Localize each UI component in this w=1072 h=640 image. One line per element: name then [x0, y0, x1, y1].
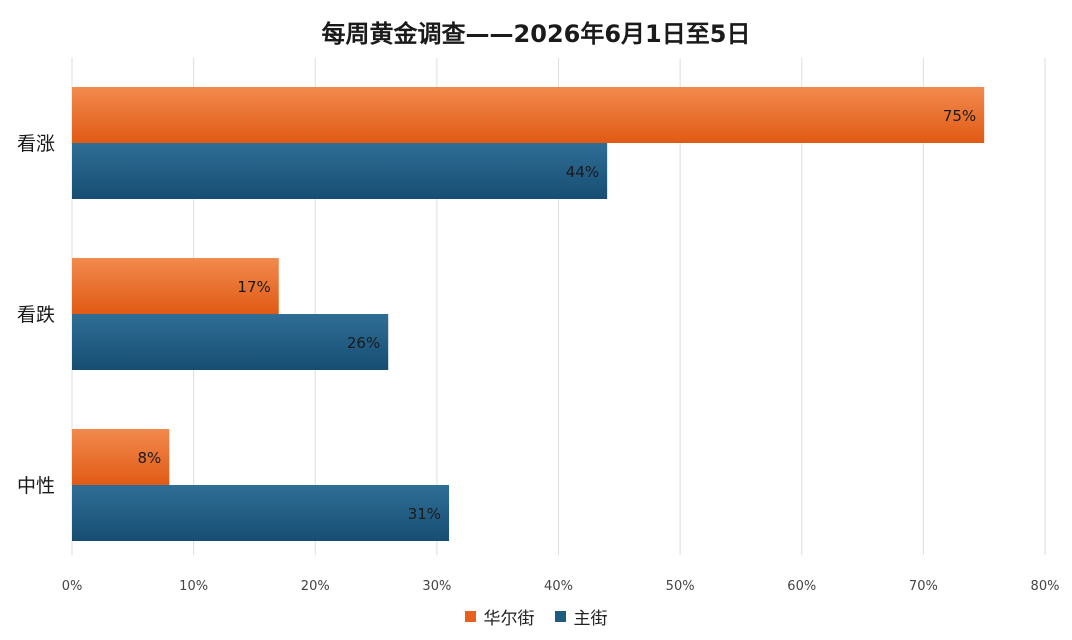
bar-data-label: 26%	[347, 334, 380, 352]
legend-label: 主街	[573, 609, 608, 629]
x-tick-label: 60%	[787, 579, 816, 594]
legend-swatch	[554, 611, 566, 622]
bar-data-label: 8%	[138, 449, 162, 467]
legend-item-wall-street: 华尔街	[464, 604, 535, 629]
legend: 华尔街 主街	[0, 604, 1072, 629]
legend-label: 华尔街	[483, 609, 535, 629]
x-tick-label: 40%	[544, 579, 573, 594]
chart-title: 每周黄金调查——2026年6月1日至5日	[321, 20, 751, 48]
bar-wall-street	[72, 258, 279, 314]
x-tick-label: 20%	[301, 579, 330, 594]
bar-data-label: 17%	[237, 278, 270, 296]
category-label: 看跌	[17, 304, 55, 326]
category-label: 中性	[17, 475, 55, 497]
category-label: 看涨	[17, 133, 55, 155]
x-tick-label: 70%	[909, 579, 938, 594]
bar-data-label: 44%	[566, 163, 599, 181]
bar-data-label: 31%	[408, 505, 441, 523]
bar-wall-street	[72, 429, 170, 485]
bar-main-street	[72, 485, 450, 541]
x-tick-label: 30%	[422, 579, 451, 594]
bar-main-street	[72, 143, 608, 199]
x-tick-label: 0%	[62, 579, 83, 594]
legend-item-main-street: 主街	[554, 604, 608, 629]
x-tick-label: 10%	[179, 579, 208, 594]
x-tick-label: 80%	[1031, 579, 1060, 594]
bar-data-label: 75%	[943, 107, 976, 125]
bar-wall-street	[72, 87, 985, 143]
x-tick-label: 50%	[666, 579, 695, 594]
legend-swatch	[464, 611, 476, 622]
bar-chart-plot: 75% 17% 8% 44% 26% 31% 0% 10% 20% 30% 40% 50% 60% 70…	[17, 58, 1060, 594]
bar-main-street	[72, 314, 389, 370]
